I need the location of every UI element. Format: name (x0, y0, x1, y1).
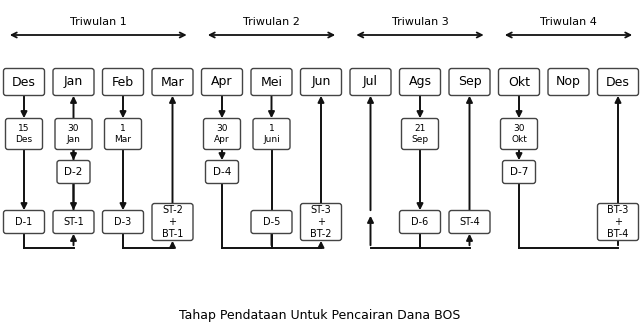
Text: Des: Des (12, 76, 36, 88)
FancyBboxPatch shape (102, 69, 143, 95)
FancyBboxPatch shape (548, 69, 589, 95)
FancyBboxPatch shape (6, 118, 42, 149)
FancyBboxPatch shape (251, 69, 292, 95)
FancyBboxPatch shape (55, 118, 92, 149)
Text: Jan: Jan (64, 76, 83, 88)
FancyBboxPatch shape (301, 69, 342, 95)
FancyBboxPatch shape (251, 211, 292, 234)
Text: D-5: D-5 (263, 217, 280, 227)
Text: Feb: Feb (112, 76, 134, 88)
FancyBboxPatch shape (399, 69, 440, 95)
FancyBboxPatch shape (57, 160, 90, 183)
Text: 21
Sep: 21 Sep (412, 124, 429, 144)
Text: Mei: Mei (260, 76, 282, 88)
Text: 30
Jan: 30 Jan (67, 124, 81, 144)
FancyBboxPatch shape (401, 118, 438, 149)
FancyBboxPatch shape (598, 204, 639, 241)
Text: D-4: D-4 (213, 167, 231, 177)
FancyBboxPatch shape (53, 211, 94, 234)
Text: ST-2
+
BT-1: ST-2 + BT-1 (162, 205, 183, 239)
FancyBboxPatch shape (152, 69, 193, 95)
FancyBboxPatch shape (3, 211, 45, 234)
FancyBboxPatch shape (449, 211, 490, 234)
Text: 30
Okt: 30 Okt (511, 124, 527, 144)
Text: Jul: Jul (363, 76, 378, 88)
FancyBboxPatch shape (301, 204, 342, 241)
FancyBboxPatch shape (102, 211, 143, 234)
Text: Triwulan 2: Triwulan 2 (243, 17, 300, 27)
Text: Triwulan 3: Triwulan 3 (392, 17, 449, 27)
FancyBboxPatch shape (350, 69, 391, 95)
Text: Sep: Sep (458, 76, 481, 88)
Text: 1
Juni: 1 Juni (263, 124, 280, 144)
Text: Okt: Okt (508, 76, 530, 88)
Text: Nop: Nop (556, 76, 581, 88)
Text: Triwulan 4: Triwulan 4 (540, 17, 597, 27)
Text: 30
Apr: 30 Apr (214, 124, 230, 144)
FancyBboxPatch shape (202, 69, 243, 95)
FancyBboxPatch shape (502, 160, 536, 183)
Text: D-7: D-7 (510, 167, 528, 177)
Text: Mar: Mar (161, 76, 184, 88)
Text: ST-1: ST-1 (63, 217, 84, 227)
FancyBboxPatch shape (499, 69, 540, 95)
FancyBboxPatch shape (104, 118, 141, 149)
FancyBboxPatch shape (598, 69, 639, 95)
FancyBboxPatch shape (399, 211, 440, 234)
FancyBboxPatch shape (205, 160, 239, 183)
Text: 15
Des: 15 Des (15, 124, 33, 144)
Text: D-6: D-6 (412, 217, 429, 227)
Text: ST-3
+
BT-2: ST-3 + BT-2 (310, 205, 332, 239)
FancyBboxPatch shape (449, 69, 490, 95)
Text: Des: Des (606, 76, 630, 88)
Text: Jun: Jun (311, 76, 331, 88)
Text: Apr: Apr (211, 76, 233, 88)
Text: BT-3
+
BT-4: BT-3 + BT-4 (607, 205, 628, 239)
FancyBboxPatch shape (3, 69, 45, 95)
FancyBboxPatch shape (204, 118, 241, 149)
FancyBboxPatch shape (53, 69, 94, 95)
Text: 1
Mar: 1 Mar (115, 124, 131, 144)
Text: Triwulan 1: Triwulan 1 (70, 17, 127, 27)
Text: D-2: D-2 (64, 167, 83, 177)
FancyBboxPatch shape (500, 118, 538, 149)
Text: Tahap Pendataan Untuk Pencairan Dana BOS: Tahap Pendataan Untuk Pencairan Dana BOS (179, 309, 461, 321)
Text: Ags: Ags (408, 76, 431, 88)
Text: D-1: D-1 (15, 217, 33, 227)
FancyBboxPatch shape (152, 204, 193, 241)
FancyBboxPatch shape (253, 118, 290, 149)
Text: D-3: D-3 (115, 217, 132, 227)
Text: ST-4: ST-4 (459, 217, 480, 227)
